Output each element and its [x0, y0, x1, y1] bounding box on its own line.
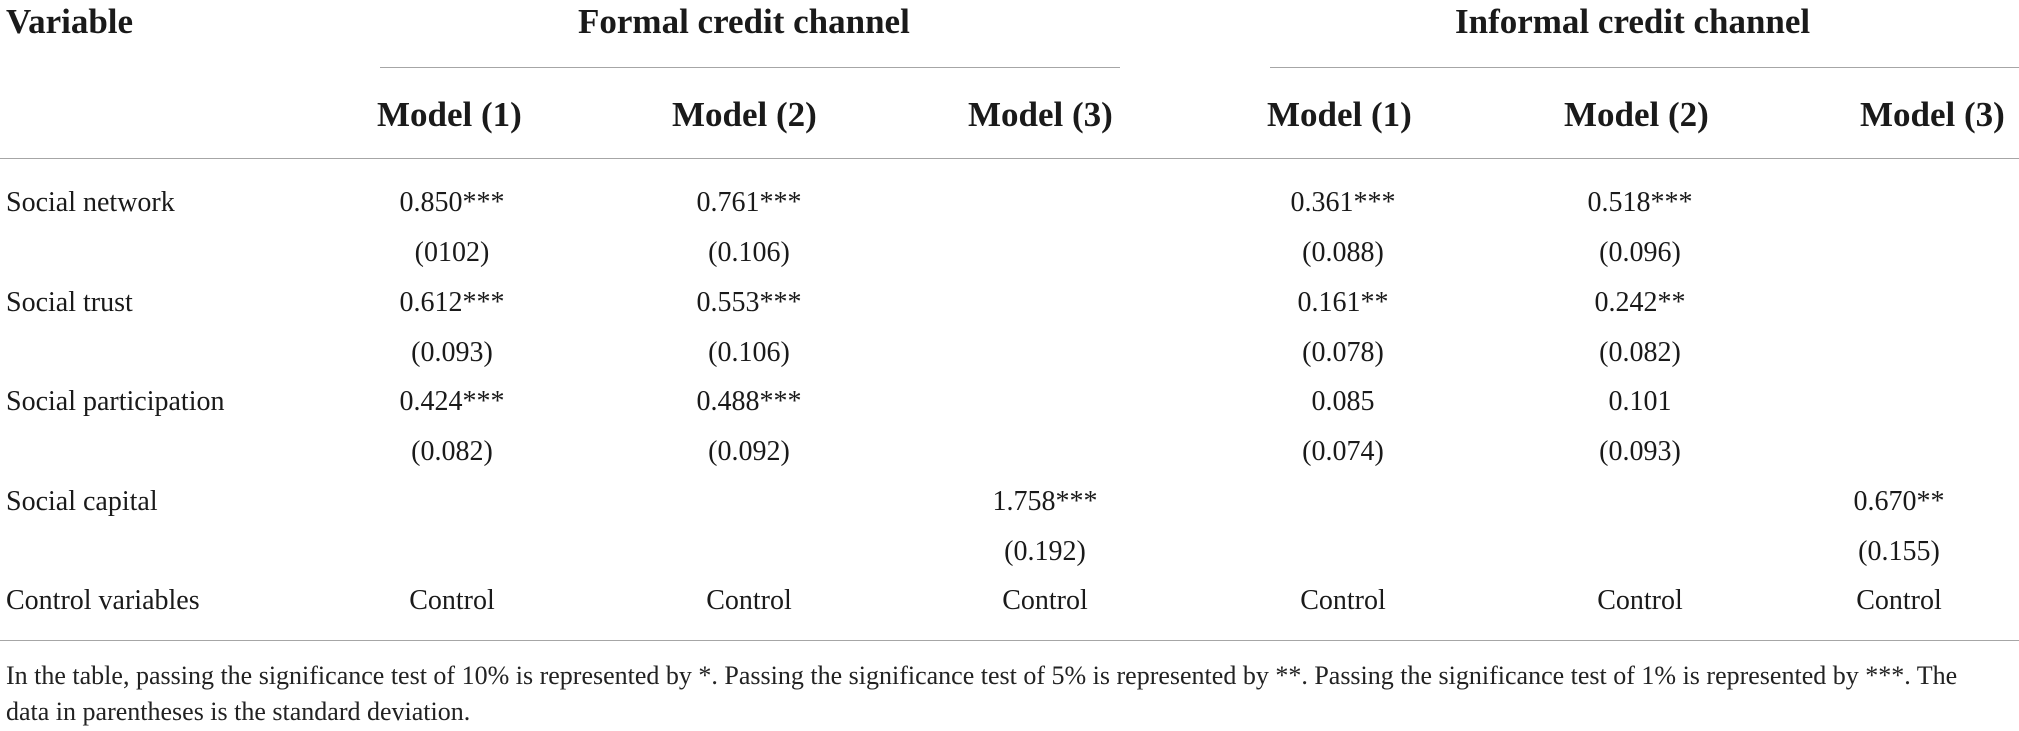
table-bottom-rule — [0, 640, 2019, 641]
row-label: Social participation — [6, 386, 225, 417]
coef-cell: 0.670** — [1853, 486, 1945, 517]
model-header: Model (3) — [1860, 95, 2005, 134]
se-cell: (0.082) — [411, 436, 493, 467]
coef-cell: 0.361*** — [1290, 187, 1396, 218]
se-cell: (0.092) — [708, 436, 790, 467]
header-bottom-rule — [0, 158, 2019, 159]
informal-credit-group-header: Informal credit channel — [1455, 2, 1811, 41]
variable-header: Variable — [6, 2, 134, 41]
se-cell: (0.106) — [708, 237, 790, 268]
row-label: Social capital — [6, 486, 158, 517]
se-cell: (0.106) — [708, 337, 790, 368]
coef-cell: 0.850*** — [399, 187, 505, 218]
informal-group-rule — [1270, 67, 2019, 68]
model-header: Model (3) — [968, 95, 1113, 134]
coef-cell: 1.758*** — [992, 486, 1098, 517]
se-cell: (0.155) — [1858, 536, 1940, 567]
formal-group-rule — [380, 67, 1120, 68]
se-cell: (0.074) — [1302, 436, 1384, 467]
coef-cell: 0.085 — [1311, 386, 1375, 417]
row-label: Social trust — [6, 287, 133, 318]
se-cell: (0.192) — [1004, 536, 1086, 567]
control-cell: Control — [1300, 585, 1386, 616]
se-cell: (0.082) — [1599, 337, 1681, 368]
control-cell: Control — [409, 585, 495, 616]
coef-cell: 0.161** — [1297, 287, 1389, 318]
model-header: Model (1) — [377, 95, 522, 134]
control-cell: Control — [706, 585, 792, 616]
coef-cell: 0.424*** — [399, 386, 505, 417]
table-footnote: In the table, passing the significance t… — [6, 661, 1958, 726]
model-header: Model (2) — [1564, 95, 1709, 134]
model-header: Model (1) — [1267, 95, 1412, 134]
control-cell: Control — [1002, 585, 1088, 616]
se-cell: (0.078) — [1302, 337, 1384, 368]
se-cell: (0.093) — [1599, 436, 1681, 467]
model-header: Model (2) — [672, 95, 817, 134]
coef-cell: 0.518*** — [1587, 187, 1693, 218]
control-cell: Control — [1856, 585, 1942, 616]
coef-cell: 0.101 — [1608, 386, 1672, 417]
row-label: Social network — [6, 187, 175, 218]
formal-credit-group-header: Formal credit channel — [578, 2, 910, 41]
se-cell: (0.093) — [411, 337, 493, 368]
coef-cell: 0.488*** — [696, 386, 802, 417]
coef-cell: 0.242** — [1594, 287, 1686, 318]
row-label: Control variables — [6, 585, 200, 616]
se-cell: (0.088) — [1302, 237, 1384, 268]
coef-cell: 0.553*** — [696, 287, 802, 318]
coef-cell: 0.612*** — [399, 287, 505, 318]
coef-cell: 0.761*** — [696, 187, 802, 218]
se-cell: (0.096) — [1599, 237, 1681, 268]
control-cell: Control — [1597, 585, 1683, 616]
se-cell: (0102) — [414, 237, 490, 268]
